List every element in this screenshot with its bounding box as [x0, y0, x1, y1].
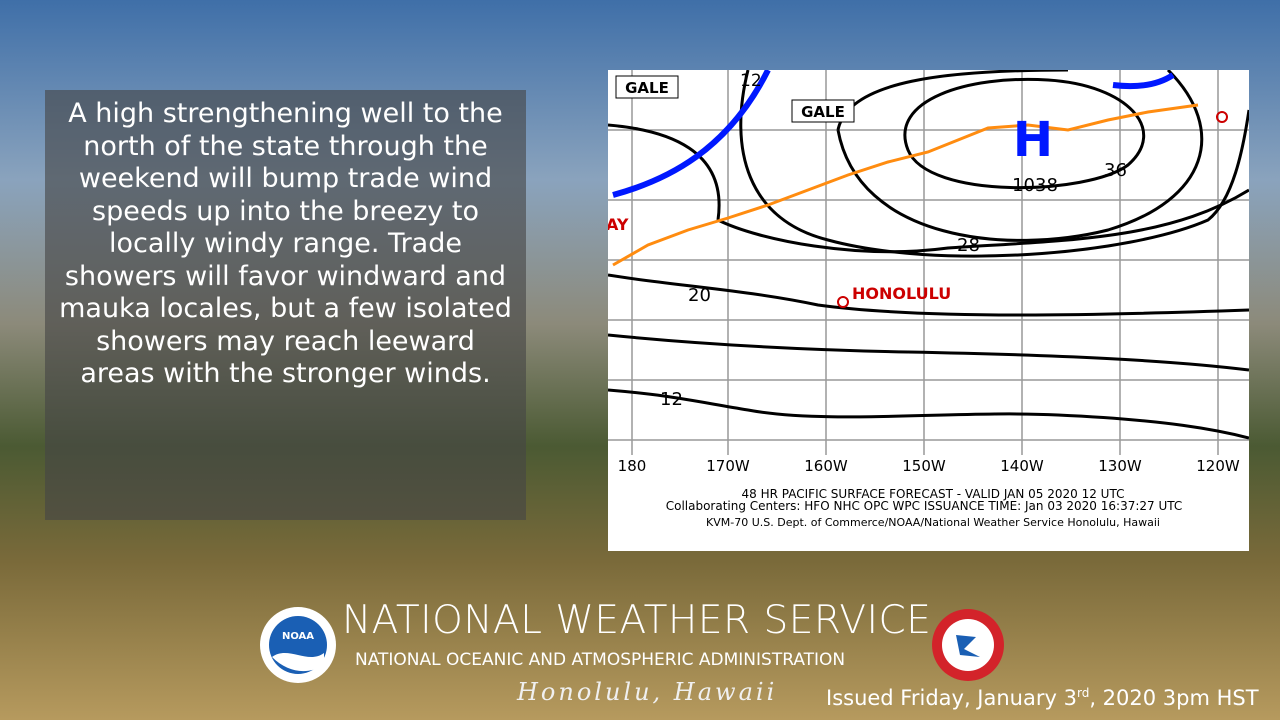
longitude-label: 180 — [618, 457, 647, 475]
issued-text: Issued Friday, January 3 — [826, 686, 1077, 710]
longitude-label: 140W — [1000, 457, 1044, 475]
surface-map: GALE GALE 12 36 28 20 12 H 1038 HONOLULU… — [608, 70, 1249, 551]
longitude-label: 130W — [1098, 457, 1142, 475]
front-label: GALE — [625, 79, 669, 97]
summary-text: A high strengthening well to the north o… — [45, 90, 526, 520]
isobar-label: 28 — [957, 235, 980, 256]
issued-date: Issued Friday, January 3rd, 2020 3pm HST — [826, 686, 1259, 710]
noaa-logo: NOAA — [260, 607, 336, 683]
longitude-label: 170W — [706, 457, 750, 475]
agency-name: NATIONAL WEATHER SERVICE — [342, 598, 932, 643]
office-name: Honolulu, Hawaii — [517, 678, 778, 706]
longitude-label: 150W — [902, 457, 946, 475]
high-symbol: H — [1013, 112, 1053, 168]
isobar-label: 12 — [660, 389, 683, 410]
front-label: GALE — [801, 103, 845, 121]
nws-logo — [932, 609, 1004, 681]
issued-text: , 2020 3pm HST — [1089, 686, 1259, 710]
map-caption: Collaborating Centers: HFO NHC OPC WPC I… — [666, 499, 1183, 513]
isobar-label: 20 — [688, 285, 711, 306]
isobar-label: 12 — [740, 71, 762, 91]
place-label: AY — [608, 215, 629, 234]
issued-ordinal: rd — [1076, 686, 1090, 700]
map-caption: 48 HR PACIFIC SURFACE FORECAST - VALID J… — [742, 487, 1125, 501]
map-caption: KVM-70 U.S. Dept. of Commerce/NOAA/Natio… — [706, 516, 1160, 529]
longitude-label: 120W — [1196, 457, 1240, 475]
longitude-label: 160W — [804, 457, 848, 475]
isobar-label: 36 — [1104, 160, 1127, 181]
parent-agency: NATIONAL OCEANIC AND ATMOSPHERIC ADMINIS… — [355, 650, 846, 670]
high-pressure: 1038 — [1012, 175, 1058, 196]
logo-text: NOAA — [282, 631, 314, 642]
place-label: HONOLULU — [852, 284, 951, 303]
